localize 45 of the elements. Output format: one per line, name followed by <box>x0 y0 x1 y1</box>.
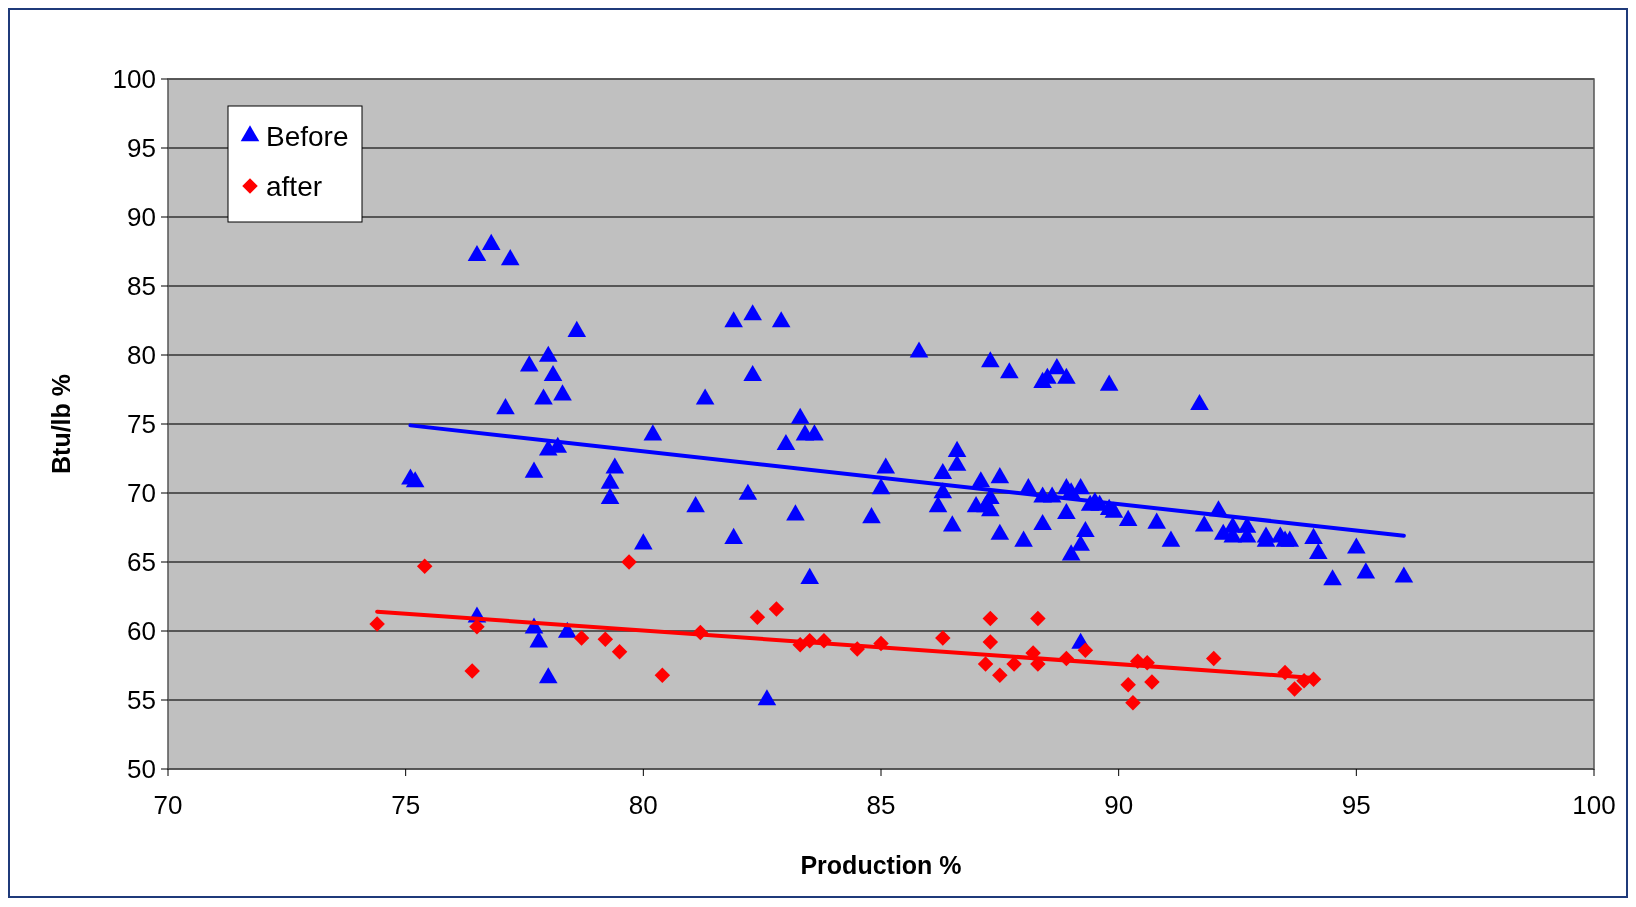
point <box>597 631 614 648</box>
y-tick-label: 75 <box>127 409 156 440</box>
point <box>935 630 951 646</box>
y-tick-label: 95 <box>127 133 156 164</box>
y-tick-label: 55 <box>127 685 156 716</box>
legend-label: Before <box>266 121 349 152</box>
point <box>1077 642 1094 659</box>
point <box>1144 674 1160 690</box>
point <box>1205 650 1222 667</box>
y-tick-label: 60 <box>127 616 156 647</box>
point <box>977 656 994 672</box>
y-tick-label: 90 <box>127 202 156 233</box>
x-tick-label: 85 <box>866 790 896 820</box>
point <box>1286 681 1303 697</box>
x-tick-label: 75 <box>391 790 421 820</box>
y-tick-label: 50 <box>127 754 156 785</box>
y-tick-label: 65 <box>127 547 156 578</box>
point <box>611 643 628 660</box>
point <box>1125 695 1141 711</box>
point <box>982 634 999 650</box>
point <box>1030 610 1046 627</box>
y-tick-label: 70 <box>127 478 156 509</box>
point <box>992 667 1008 683</box>
x-tick-label: 70 <box>153 790 183 820</box>
point <box>621 554 637 570</box>
point <box>573 630 590 646</box>
point <box>982 610 999 627</box>
x-tick-label: 95 <box>1341 790 1371 820</box>
x-tick-label: 90 <box>1104 790 1134 820</box>
point <box>654 667 671 683</box>
point <box>768 601 785 617</box>
x-tick-label: 80 <box>628 790 658 820</box>
point <box>469 619 485 635</box>
point <box>369 616 385 632</box>
point <box>464 663 480 679</box>
y-tick-label: 85 <box>127 271 156 302</box>
point <box>416 558 433 574</box>
point <box>1120 677 1136 693</box>
x-tick-label: 100 <box>1572 790 1616 820</box>
x-axis-title: Production % <box>800 851 962 879</box>
y-tick-label: 80 <box>127 340 156 371</box>
y-tick-label: 100 <box>112 64 156 95</box>
legend-label: after <box>266 171 323 202</box>
y-axis-title: Btu/lb % <box>47 374 75 474</box>
point <box>749 609 766 625</box>
